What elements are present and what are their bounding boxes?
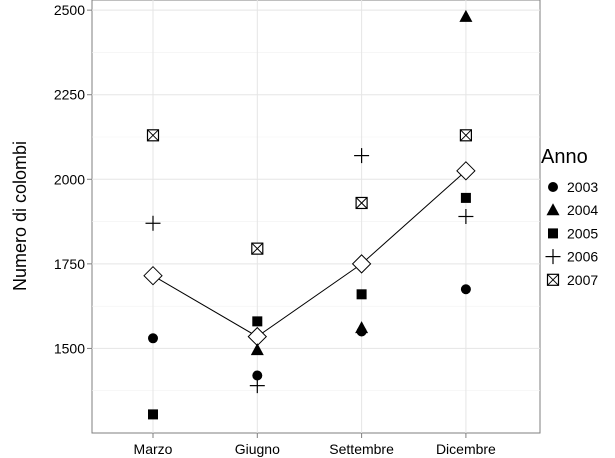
mean-point-marzo xyxy=(143,265,163,286)
legend-item-2003: 2003 xyxy=(548,179,598,195)
legend: Anno 2003 2004 2005 2006 2007 xyxy=(541,146,598,288)
point-2003-marzo xyxy=(148,333,158,344)
point-2003-dicembre xyxy=(460,284,471,295)
point-2007-giugno xyxy=(251,242,264,255)
x-tick-label: Settembre xyxy=(329,441,394,457)
legend-item-2006: 2006 xyxy=(545,249,598,265)
point-2007-marzo xyxy=(146,129,160,142)
point-2005-marzo xyxy=(148,409,158,420)
y-tick-label: 1500 xyxy=(54,340,85,356)
point-2003-giugno xyxy=(252,370,263,381)
legend-label: 2006 xyxy=(567,249,598,265)
point-2005-dicembre xyxy=(460,192,471,203)
data-points xyxy=(145,9,474,420)
point-2005-giugno xyxy=(252,316,263,327)
x-axis: Marzo Giugno Settembre Dicembre xyxy=(134,433,496,457)
mean-point-settembre xyxy=(351,254,372,274)
legend-label: 2003 xyxy=(567,179,598,195)
point-2004-dicembre xyxy=(459,9,473,22)
point-2004-settembre xyxy=(355,321,369,334)
legend-label: 2007 xyxy=(567,272,598,288)
y-tick-label: 1750 xyxy=(54,256,85,272)
legend-item-2005: 2005 xyxy=(548,225,598,241)
y-tick-label: 2500 xyxy=(54,2,85,18)
legend-key-2007 xyxy=(546,273,560,286)
legend-key-2006 xyxy=(545,249,561,265)
legend-item-2007: 2007 xyxy=(546,272,598,288)
y-tick-label: 2000 xyxy=(54,171,85,187)
point-2007-settembre xyxy=(355,196,368,210)
y-axis-title: Numero di colombi xyxy=(10,141,30,291)
y-axis: 1500 1750 2000 2250 2500 xyxy=(54,2,92,356)
mean-line xyxy=(143,161,476,347)
legend-key-2003 xyxy=(548,182,558,192)
y-tick-label: 2250 xyxy=(54,87,85,103)
legend-title: Anno xyxy=(541,146,588,168)
legend-item-2004: 2004 xyxy=(546,202,598,218)
legend-label: 2004 xyxy=(567,202,598,218)
point-2005-settembre xyxy=(356,289,367,300)
point-2004-giugno xyxy=(250,343,264,356)
point-2007-dicembre xyxy=(459,129,472,142)
point-2006-dicembre xyxy=(458,209,474,224)
point-2006-marzo xyxy=(145,215,161,231)
x-tick-label: Marzo xyxy=(134,441,173,457)
legend-key-2004 xyxy=(546,203,560,216)
point-2006-giugno xyxy=(249,378,265,394)
mean-point-dicembre xyxy=(456,161,476,181)
legend-key-2005 xyxy=(548,228,558,239)
point-2006-settembre xyxy=(354,148,370,164)
x-tick-label: Dicembre xyxy=(436,441,496,457)
mean-line-path xyxy=(152,170,467,338)
x-tick-label: Giugno xyxy=(235,441,280,457)
legend-label: 2005 xyxy=(567,225,598,241)
